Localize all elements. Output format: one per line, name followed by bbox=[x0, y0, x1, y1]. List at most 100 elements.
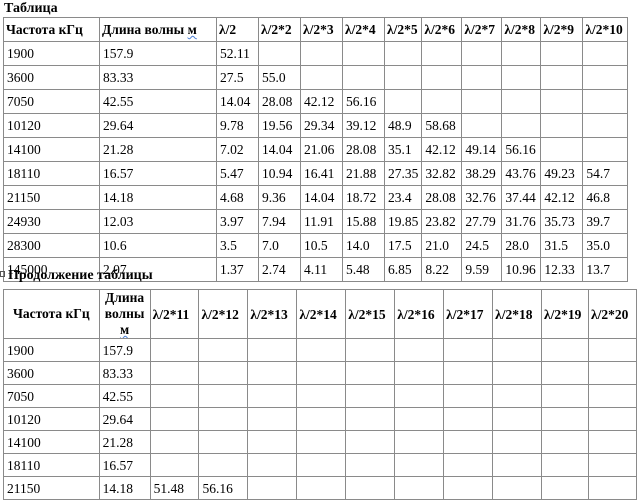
table-cell bbox=[149, 430, 200, 454]
table-cell: 14.04 bbox=[300, 185, 343, 210]
table-row: 18110 16.57 bbox=[3, 453, 637, 477]
column-header: λ/2*12 bbox=[198, 289, 249, 339]
table-cell: 48.9 bbox=[383, 113, 423, 138]
column-header: λ/2*14 bbox=[296, 289, 347, 339]
table-cell bbox=[492, 453, 543, 477]
table-cell bbox=[492, 430, 543, 454]
column-header: Длина волны м bbox=[99, 17, 217, 42]
table-cell: 28.08 bbox=[342, 137, 385, 162]
table-cell bbox=[541, 453, 589, 477]
column-header: λ/2*11 bbox=[149, 289, 200, 339]
table-cell bbox=[443, 453, 494, 477]
continuation-caption: Продолжение таблицы bbox=[8, 268, 153, 283]
table-row: 14100 21.28 bbox=[3, 430, 637, 454]
table-cell bbox=[394, 338, 445, 362]
table-cell bbox=[588, 384, 637, 408]
table-cell: 43.76 bbox=[501, 161, 542, 186]
table-cell: 32.76 bbox=[461, 185, 503, 210]
table-cell: 23.4 bbox=[383, 185, 423, 210]
table-cell bbox=[247, 384, 298, 408]
table-row: 24930 12.03 3.97 7.94 11.91 15.88 19.85 23.82 27… bbox=[3, 209, 629, 234]
table-cell: 55.0 bbox=[258, 65, 301, 90]
table-cell bbox=[394, 361, 445, 385]
table-cell bbox=[501, 89, 542, 114]
table-cell: 35.1 bbox=[383, 137, 423, 162]
column-header: λ/2*10 bbox=[582, 17, 629, 42]
table-cell: 31.76 bbox=[501, 209, 542, 234]
table-cell bbox=[345, 453, 396, 477]
column-header: λ/2*4 bbox=[342, 17, 385, 42]
table-cell bbox=[258, 41, 301, 66]
table-cell: 16.57 bbox=[98, 453, 151, 477]
table-cell bbox=[345, 476, 396, 500]
table-cell: 7050 bbox=[3, 89, 100, 114]
table-cell bbox=[296, 338, 347, 362]
table-row: 21150 14.18 51.48 56.16 bbox=[3, 476, 637, 500]
table-cell: 7.0 bbox=[258, 233, 301, 258]
table-row: 14100 21.28 7.02 14.04 21.06 28.08 35.1 42.12 49… bbox=[3, 137, 629, 162]
table-cell bbox=[421, 89, 463, 114]
table-cell: 58.68 bbox=[421, 113, 463, 138]
table-cell bbox=[492, 476, 543, 500]
table-cell: 42.12 bbox=[421, 137, 463, 162]
column-header: λ/2 bbox=[216, 17, 259, 42]
table-cell: 27.35 bbox=[383, 161, 423, 186]
column-header: λ/2*8 bbox=[501, 17, 542, 42]
table-row: 21150 14.18 4.68 9.36 14.04 18.72 23.4 28.08 32.… bbox=[3, 185, 629, 210]
table-cell: 13.7 bbox=[582, 257, 629, 282]
table-cell: 14.18 bbox=[98, 476, 151, 500]
table-cell: 56.16 bbox=[342, 89, 385, 114]
table-body: 1900 157.9 3600 83.33 7050 42.55 10120 29.64 141… bbox=[3, 338, 637, 500]
table-header-row: Частота кГц Длина волны м λ/2 λ/2*2 λ/2*3 λ/2… bbox=[3, 17, 629, 42]
table-cell: 28300 bbox=[3, 233, 100, 258]
table-cell: 12.03 bbox=[99, 209, 217, 234]
table-cell bbox=[461, 113, 503, 138]
table-cell bbox=[345, 430, 396, 454]
table-cell: 35.0 bbox=[582, 233, 629, 258]
table-cell: 14100 bbox=[3, 430, 100, 454]
table-cell: 56.16 bbox=[501, 137, 542, 162]
table-cell: 32.82 bbox=[421, 161, 463, 186]
table-cell bbox=[461, 89, 503, 114]
table-cell bbox=[461, 65, 503, 90]
table-cell bbox=[394, 384, 445, 408]
table-cell: 21.88 bbox=[342, 161, 385, 186]
table-cell: 49.23 bbox=[540, 161, 584, 186]
table-cell: 14.18 bbox=[99, 185, 217, 210]
table-cell: 8.22 bbox=[421, 257, 463, 282]
table-cell: 16.41 bbox=[300, 161, 343, 186]
table-cell bbox=[296, 476, 347, 500]
table-row: 7050 42.55 bbox=[3, 384, 637, 408]
table-cell: 24.5 bbox=[461, 233, 503, 258]
column-header: λ/2*9 bbox=[540, 17, 584, 42]
table-cell: 28.08 bbox=[421, 185, 463, 210]
table-cell: 3600 bbox=[3, 361, 100, 385]
table-anchor-icon[interactable] bbox=[0, 271, 5, 277]
table-cell bbox=[541, 476, 589, 500]
table-row: 18110 16.57 5.47 10.94 16.41 21.88 27.35 32.82 3… bbox=[3, 161, 629, 186]
table-cell bbox=[198, 361, 249, 385]
table-cell bbox=[540, 113, 584, 138]
table-cell bbox=[345, 407, 396, 431]
table-cell bbox=[198, 384, 249, 408]
table-cell bbox=[345, 361, 396, 385]
table-cell: 19.85 bbox=[383, 209, 423, 234]
table-cell bbox=[342, 41, 385, 66]
table-cell: 42.55 bbox=[98, 384, 151, 408]
table-cell: 49.14 bbox=[461, 137, 503, 162]
table-row: 3600 83.33 27.5 55.0 bbox=[3, 65, 629, 90]
table-cell: 11.91 bbox=[300, 209, 343, 234]
column-header: λ/2*15 bbox=[345, 289, 396, 339]
table-cell: 29.64 bbox=[98, 407, 151, 431]
table-cell bbox=[541, 338, 589, 362]
table-cell: 46.8 bbox=[582, 185, 629, 210]
table-cell bbox=[394, 407, 445, 431]
table-cell bbox=[383, 89, 423, 114]
table-cell: 19.56 bbox=[258, 113, 301, 138]
table-cell bbox=[149, 384, 200, 408]
table-cell: 18110 bbox=[3, 453, 100, 477]
table-cell bbox=[588, 407, 637, 431]
column-header: λ/2*19 bbox=[541, 289, 589, 339]
column-header: λ/2*17 bbox=[443, 289, 494, 339]
table-cell: 6.85 bbox=[383, 257, 423, 282]
